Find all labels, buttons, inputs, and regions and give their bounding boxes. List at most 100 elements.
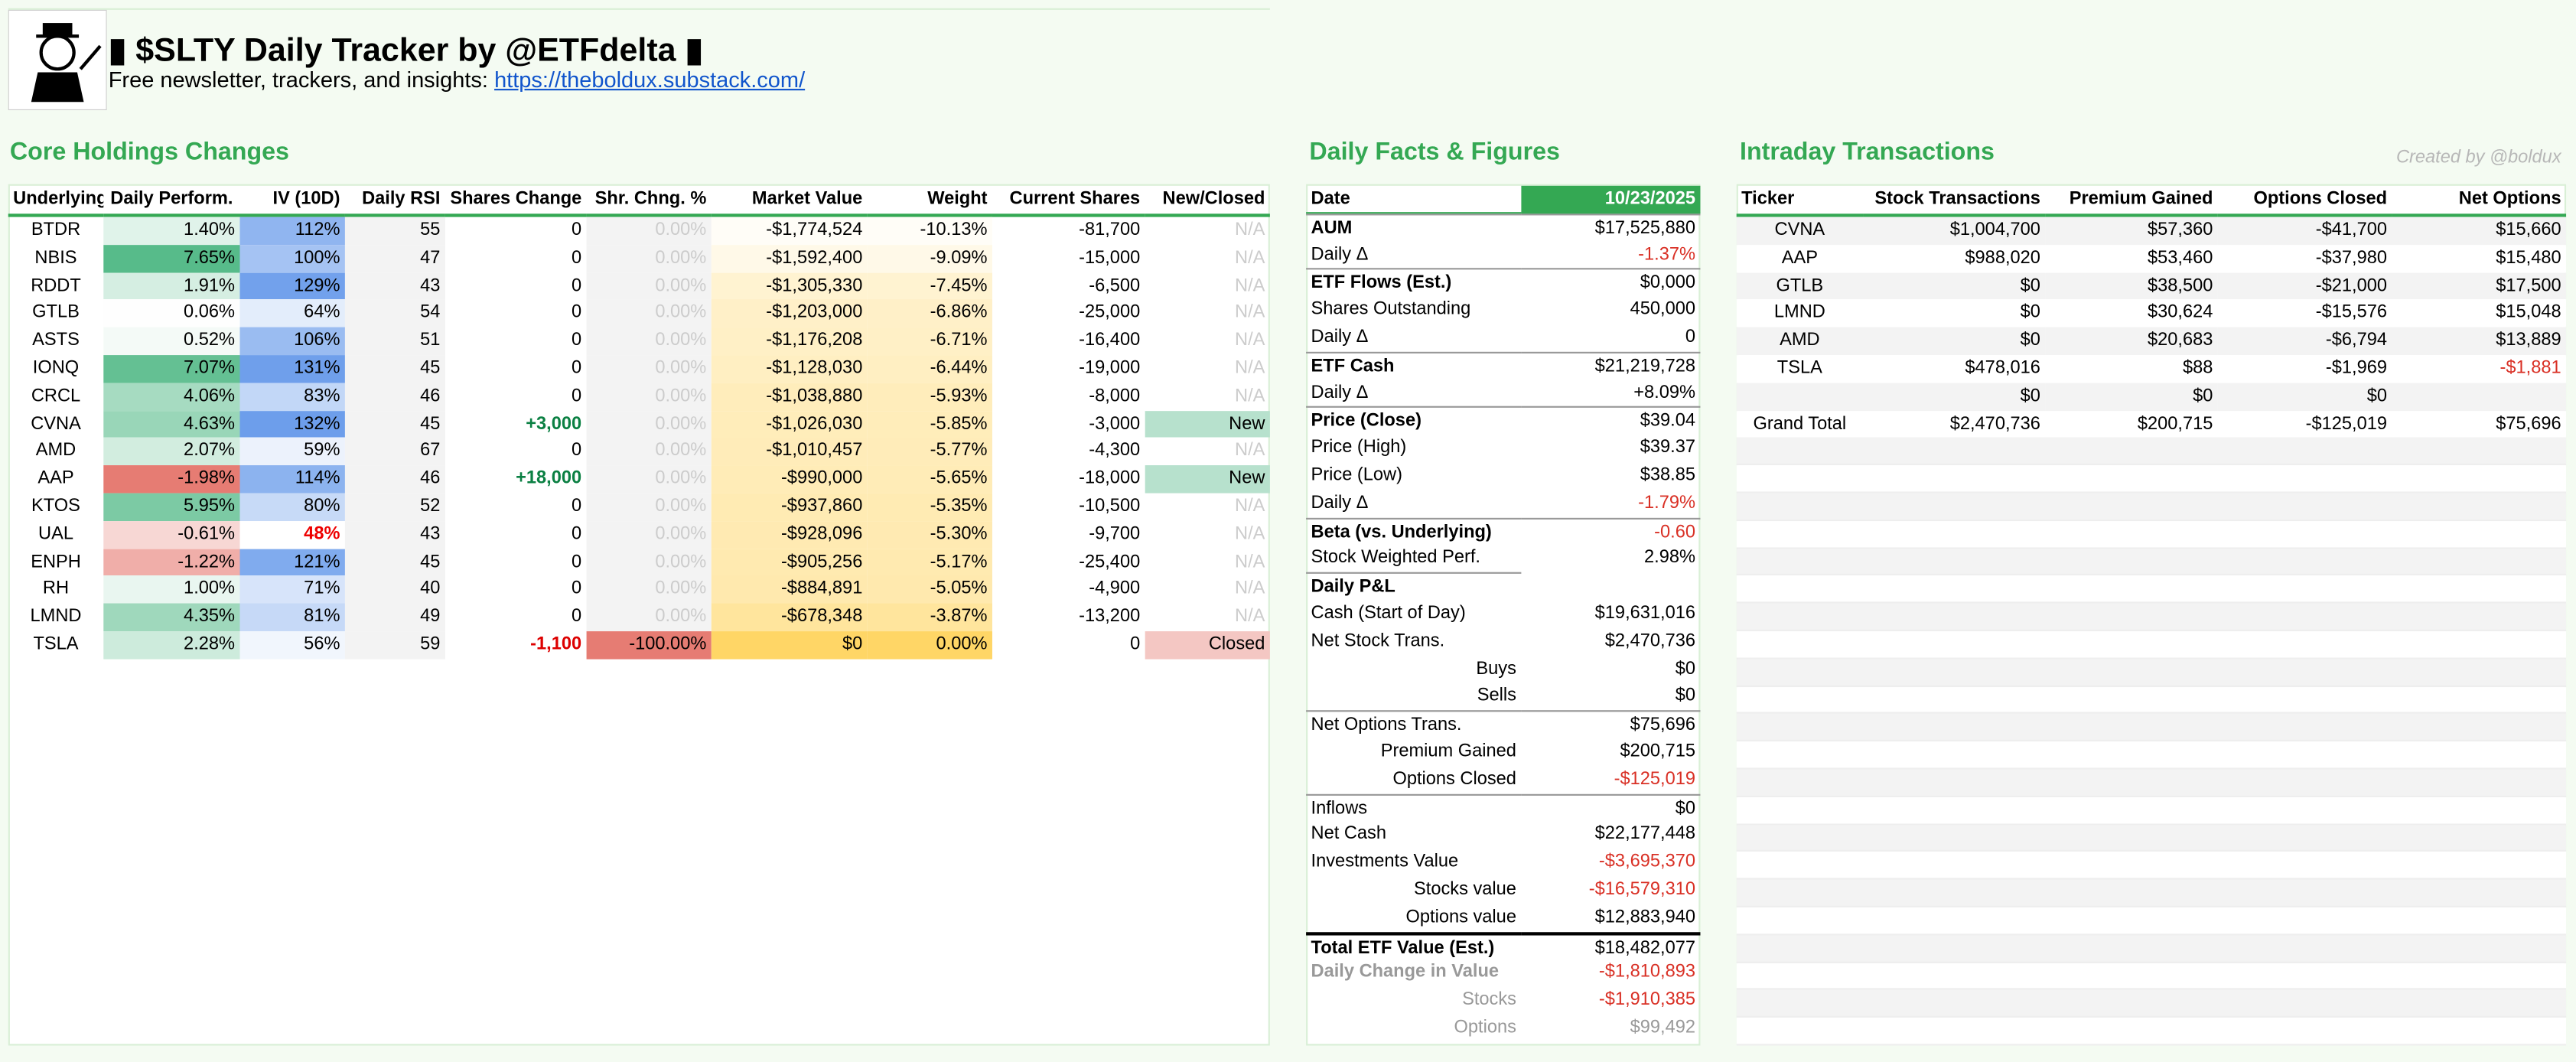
table-cell: N/A <box>1235 331 1265 351</box>
table-cell: -16,400 <box>1079 331 1141 351</box>
table-cell: 0 <box>571 607 582 627</box>
fact-value: $200,715 <box>1620 741 1696 761</box>
fact-label: Inflows <box>1306 793 1522 821</box>
fact-label: Shares Outstanding <box>1311 299 1471 320</box>
table-cell: NBIS <box>34 248 77 268</box>
table-cell: N/A <box>1235 358 1265 379</box>
table-cell: N/A <box>1235 607 1265 627</box>
fact-value: $39.37 <box>1640 437 1696 458</box>
empty-row <box>1736 796 2567 825</box>
fact-value: $39.04 <box>1521 406 1701 435</box>
table-cell: 59% <box>239 438 345 466</box>
table-cell: 0 <box>571 331 582 351</box>
table-cell: -9.09% <box>867 244 992 272</box>
empty-row <box>1736 714 2567 742</box>
column-header: New/Closed <box>1145 186 1270 217</box>
empty-row <box>1736 631 2567 660</box>
table-cell: $13,889 <box>2392 327 2567 356</box>
table-cell: -10,500 <box>1079 496 1141 516</box>
table-cell: 40 <box>344 575 445 604</box>
table-cell: 45 <box>344 355 445 383</box>
table-cell: 0 <box>1130 634 1141 655</box>
empty-row <box>1736 438 2567 466</box>
table-cell: $1,004,700 <box>1863 217 2046 245</box>
table-cell: 112% <box>239 217 345 245</box>
table-cell: 55 <box>344 217 445 245</box>
fact-label: Date <box>1306 186 1522 213</box>
fact-value: -$3,695,370 <box>1598 852 1696 872</box>
fact-value: -$1,910,385 <box>1598 989 1696 1010</box>
fact-value: $75,696 <box>1521 710 1701 738</box>
table-cell: 4.63% <box>103 410 240 438</box>
table-cell: 4.35% <box>103 603 240 632</box>
table-cell: $0 <box>2217 383 2392 411</box>
empty-row <box>1736 548 2567 576</box>
column-header: Stock Transactions <box>1863 186 2046 217</box>
table-cell: $15,660 <box>2392 217 2567 245</box>
fact-label: Price (Low) <box>1311 465 1402 485</box>
table-cell: $478,016 <box>1863 355 2046 383</box>
credit: Created by @boldux <box>2395 148 2561 168</box>
fact-value: -1.79% <box>1638 493 1696 513</box>
empty-row <box>1736 769 2567 797</box>
table-cell: $53,460 <box>2045 244 2218 272</box>
empty-row <box>1736 686 2567 715</box>
table-cell: N/A <box>1235 386 1265 406</box>
table-cell: 0 <box>571 248 582 268</box>
fact-label: Daily P&L <box>1306 572 1522 600</box>
column-header: Underlying <box>8 186 104 217</box>
header-rule <box>8 8 1270 10</box>
newsletter-link[interactable]: https://theboldux.substack.com/ <box>494 67 806 93</box>
table-cell: 0.00% <box>586 603 712 632</box>
table-cell: -1.98% <box>103 465 240 494</box>
table-cell: TSLA <box>1736 355 1864 383</box>
table-cell: GTLB <box>1736 272 1864 300</box>
table-cell: N/A <box>1235 523 1265 544</box>
table-cell: -$1,305,330 <box>711 272 868 300</box>
fact-value: $17,525,880 <box>1521 213 1701 241</box>
table-cell: $0 <box>1863 327 2046 356</box>
table-cell: -$937,860 <box>711 493 868 521</box>
fact-value: -$1,810,893 <box>1598 962 1696 982</box>
fact-label: Net Cash <box>1311 824 1387 845</box>
fact-value: $0 <box>1521 793 1701 821</box>
fact-label: Price (High) <box>1311 437 1407 458</box>
section-title: Daily Facts & Figures <box>1309 138 1560 167</box>
table-cell: CRCL <box>31 386 81 406</box>
table-cell: 52 <box>344 493 445 521</box>
facts-panel <box>1306 184 1701 1046</box>
table-cell: 0 <box>571 303 582 323</box>
table-cell: 71% <box>239 575 345 604</box>
fact-value: $19,631,016 <box>1594 603 1696 624</box>
table-cell: Grand Total <box>1736 410 1864 438</box>
table-cell: -$928,096 <box>711 520 868 549</box>
table-cell: -$1,203,000 <box>711 299 868 327</box>
empty-row <box>1736 935 2567 963</box>
table-cell: 49 <box>344 603 445 632</box>
fact-label: Daily Δ <box>1311 327 1369 347</box>
column-header: Daily RSI <box>344 186 445 217</box>
fact-value: $0 <box>1675 686 1696 706</box>
fact-label: Stock Weighted Perf. <box>1311 548 1480 568</box>
table-cell: -7.45% <box>867 272 992 300</box>
table-cell: $15,048 <box>2392 299 2567 327</box>
table-cell: 47 <box>344 244 445 272</box>
fact-label: AUM <box>1306 213 1522 241</box>
table-cell: -4,900 <box>1089 579 1141 599</box>
table-cell: -$41,700 <box>2217 217 2392 245</box>
fact-label: Net Stock Trans. <box>1311 630 1445 651</box>
table-cell: -$1,881 <box>2392 355 2567 383</box>
table-cell: -5.93% <box>867 383 992 411</box>
table-cell: $30,624 <box>2045 299 2218 327</box>
table-cell: 114% <box>239 465 345 494</box>
table-cell: -$1,010,457 <box>711 438 868 466</box>
column-header: Daily Perform. <box>103 186 240 217</box>
table-cell: AAP <box>37 468 74 489</box>
table-cell: -6.86% <box>867 299 992 327</box>
table-cell: -$884,891 <box>711 575 868 604</box>
table-cell: -1,100 <box>530 634 582 655</box>
empty-row <box>1736 963 2567 991</box>
table-cell: -$37,980 <box>2217 244 2392 272</box>
empty-row <box>1736 603 2567 632</box>
